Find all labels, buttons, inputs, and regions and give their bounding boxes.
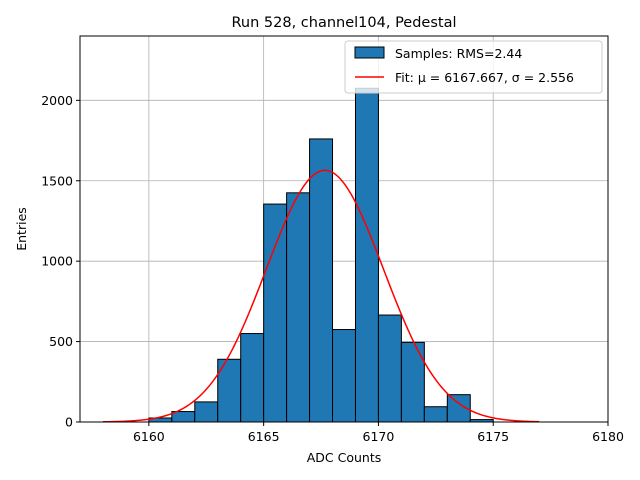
x-axis-label: ADC Counts <box>307 450 382 465</box>
histogram-bar <box>377 314 402 423</box>
y-tick-label: 500 <box>49 334 73 349</box>
histogram-bar <box>194 401 219 423</box>
y-tick-label: 0 <box>65 415 73 430</box>
histogram-bar <box>423 406 448 423</box>
plot-frame <box>79 35 609 423</box>
legend-fit-label: Fit: μ = 6167.667, σ = 2.556 <box>395 70 574 85</box>
legend: Samples: RMS=2.44 Fit: μ = 6167.667, σ =… <box>344 40 603 94</box>
y-axis-label: Entries <box>14 207 29 251</box>
gaussian-fit-curve <box>102 169 540 423</box>
x-tick-label: 6170 <box>363 429 395 444</box>
chart-title: Run 528, channel104, Pedestal <box>231 15 456 31</box>
y-tick-label: 1000 <box>41 254 73 269</box>
histogram-bar <box>171 411 196 423</box>
y-tick-label: 2000 <box>41 93 73 108</box>
y-axis-ticks: 0 500 1000 1500 2000 <box>41 93 80 430</box>
histogram-bar <box>309 138 334 423</box>
histogram-bar <box>263 203 288 423</box>
histogram-bar <box>240 333 265 423</box>
legend-samples-swatch <box>354 46 385 59</box>
histogram-bar <box>400 341 425 423</box>
histogram-bar <box>354 87 379 423</box>
legend-box <box>344 40 603 94</box>
x-tick-label: 6160 <box>133 429 165 444</box>
y-tick-label: 1500 <box>41 173 73 188</box>
histogram-bars <box>148 87 494 423</box>
x-tick-label: 6175 <box>477 429 509 444</box>
legend-samples-label: Samples: RMS=2.44 <box>395 46 522 61</box>
histogram-bar <box>332 329 356 423</box>
histogram-bar <box>286 192 311 423</box>
x-axis-ticks: 6160 6165 6170 6175 6180 <box>133 422 624 444</box>
x-tick-label: 6180 <box>592 429 624 444</box>
x-tick-label: 6165 <box>248 429 280 444</box>
